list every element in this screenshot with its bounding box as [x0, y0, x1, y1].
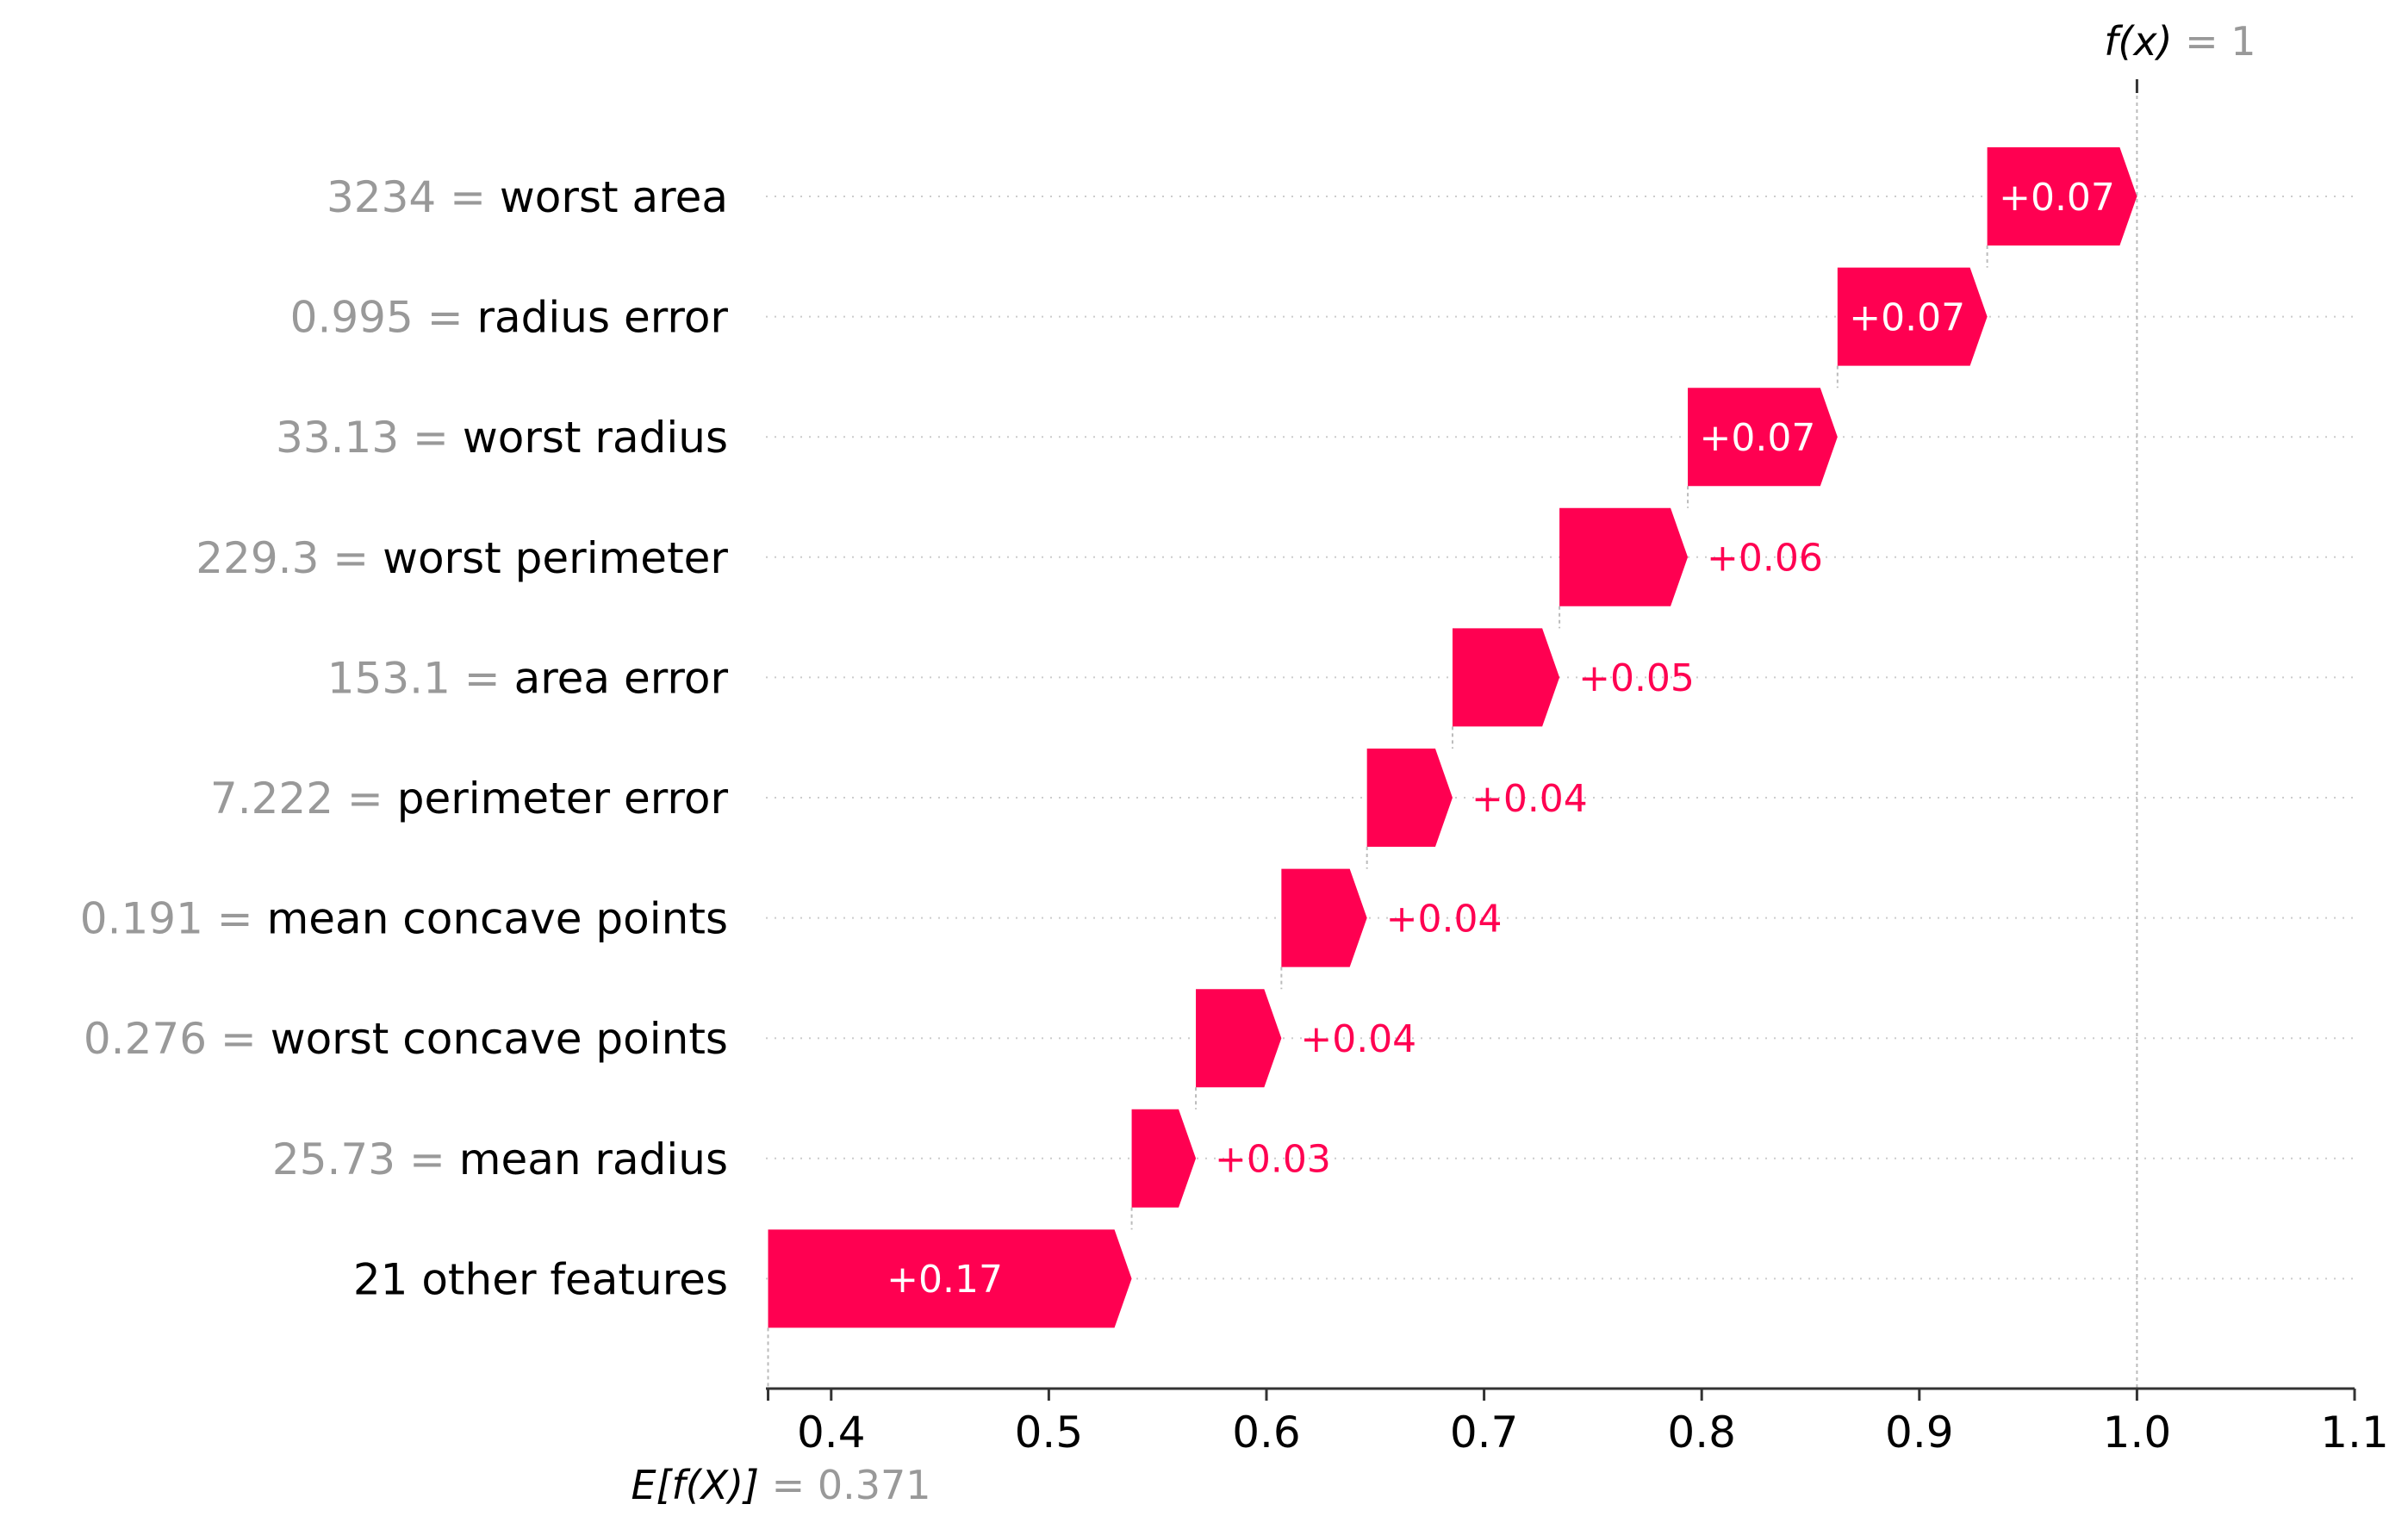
feature-value: 153.1 =	[327, 653, 514, 703]
bar-mean-radius	[1131, 1109, 1197, 1208]
bar-worst-area	[1987, 147, 2137, 246]
base-value-symbol: E[f(X)]	[632, 1462, 760, 1508]
feature-value: 25.73 =	[272, 1134, 459, 1184]
bar-worst-radius	[1688, 388, 1838, 487]
x-tick-label: 0.5	[1015, 1408, 1084, 1458]
bar-value-label: +0.04	[1300, 1017, 1416, 1061]
feature-label: 3234 = worst area	[327, 172, 728, 222]
bar-value-label: +0.07	[1700, 416, 1816, 460]
bar-value-label: +0.07	[1999, 176, 2115, 220]
bar-value-label: +0.17	[887, 1258, 1003, 1302]
feature-name: 21 other features	[353, 1254, 728, 1304]
bar-value-label: +0.03	[1215, 1138, 1331, 1182]
feature-name: area error	[514, 653, 729, 703]
feature-label: 21 other features	[353, 1254, 728, 1304]
bar-radius-error	[1837, 267, 1988, 366]
feature-value: 33.13 =	[276, 413, 463, 463]
feature-label: 153.1 = area error	[327, 653, 729, 703]
bar-area-error	[1452, 628, 1560, 727]
bar-value-label: +0.04	[1386, 897, 1503, 941]
feature-name: perimeter error	[397, 774, 729, 824]
bar-value-label: +0.07	[1849, 295, 1965, 339]
bar-value-label: +0.04	[1472, 777, 1588, 821]
bar-worst-perimeter	[1559, 507, 1689, 606]
feature-label: 229.3 = worst perimeter	[196, 533, 728, 583]
bars: +0.07 +0.07 +0.07 +0.06 +0.05 +0.04 +0.04 +0.04…	[768, 147, 2137, 1328]
base-value-number: = 0.371	[759, 1462, 930, 1508]
bar-perimeter-error	[1366, 749, 1453, 847]
feature-value: 0.276 =	[84, 1014, 271, 1064]
bar-mean-concave-points	[1281, 868, 1367, 967]
x-tick-label: 0.6	[1232, 1408, 1301, 1458]
feature-value: 3234 =	[327, 172, 500, 222]
feature-name: radius error	[476, 293, 728, 343]
x-tick-label: 1.0	[2103, 1408, 2172, 1458]
feature-label: 0.191 = mean concave points	[80, 894, 728, 944]
feature-label: 0.276 = worst concave points	[84, 1014, 728, 1064]
feature-value: 7.222 =	[210, 774, 397, 824]
x-tick-label: 0.7	[1450, 1408, 1519, 1458]
feature-name: mean concave points	[267, 894, 728, 944]
feature-name: worst concave points	[271, 1014, 728, 1064]
feature-name: worst area	[500, 172, 728, 222]
feature-label: 33.13 = worst radius	[276, 413, 728, 463]
x-tick-label: 0.8	[1667, 1408, 1736, 1458]
feature-label: 25.73 = mean radius	[272, 1134, 728, 1184]
value-markers: E[f(X)] = 0.371 f(x) = 1	[632, 18, 2256, 1508]
x-axis: 0.4 0.5 0.6 0.7 0.8 0.9 1.0 1.1	[766, 1387, 2389, 1458]
x-tick-label: 1.1	[2320, 1408, 2389, 1458]
bar-value-label: +0.06	[1707, 537, 1823, 581]
feature-value: 229.3 =	[196, 533, 383, 583]
output-value-number: = 1	[2173, 18, 2256, 65]
base-value-label: E[f(X)] = 0.371	[632, 1462, 931, 1508]
feature-label: 0.995 = radius error	[290, 293, 729, 343]
feature-label: 7.222 = perimeter error	[210, 774, 729, 824]
feature-labels: 3234 = worst area 0.995 = radius error 33.…	[80, 172, 729, 1304]
bar-worst-concave-points	[1196, 989, 1282, 1088]
output-value-label: f(x) = 1	[2104, 18, 2256, 65]
bar-value-label: +0.05	[1578, 656, 1695, 700]
feature-value: 0.191 =	[80, 894, 267, 944]
connector-lines	[767, 82, 2138, 1389]
feature-name: worst perimeter	[383, 533, 728, 583]
output-value-symbol: f(x)	[2104, 18, 2172, 65]
bar-21-other-features	[768, 1229, 1132, 1328]
x-tick-label: 0.4	[797, 1408, 866, 1458]
x-tick-label: 0.9	[1885, 1408, 1954, 1458]
feature-name: worst radius	[463, 413, 728, 463]
row-gridlines	[766, 196, 2355, 1280]
feature-value: 0.995 =	[290, 293, 477, 343]
feature-name: mean radius	[459, 1134, 728, 1184]
